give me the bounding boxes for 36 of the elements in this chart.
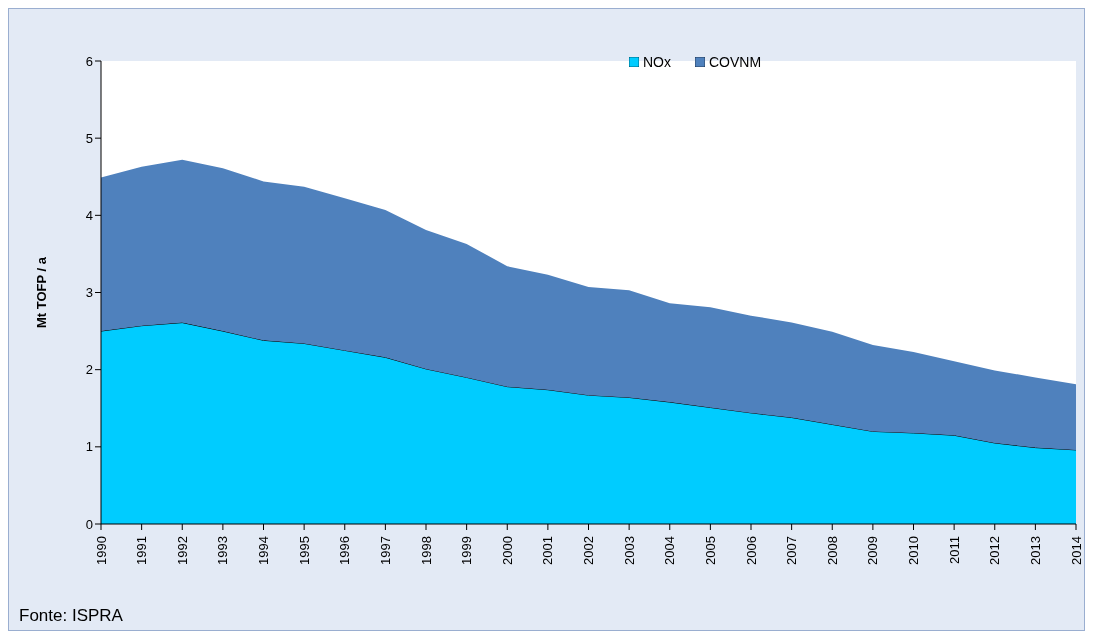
x-tick-label: 1995 bbox=[296, 536, 312, 565]
x-tick-label: 1997 bbox=[377, 536, 393, 565]
x-tick-label: 2008 bbox=[824, 536, 840, 565]
y-tick-label: 5 bbox=[85, 130, 93, 146]
source-note: Fonte: ISPRA bbox=[19, 606, 123, 626]
x-tick-label: 1998 bbox=[418, 536, 434, 565]
x-tick-label: 2001 bbox=[540, 536, 556, 565]
x-tick-label: 2014 bbox=[1068, 536, 1084, 565]
x-tick-label: 2002 bbox=[581, 536, 596, 565]
x-tick-label: 2003 bbox=[621, 536, 637, 565]
legend-label: COVNM bbox=[709, 54, 762, 70]
x-tick-label: 2005 bbox=[702, 536, 718, 565]
x-tick-label: 2000 bbox=[499, 536, 515, 565]
x-tick-label: 1996 bbox=[337, 536, 353, 565]
x-tick-label: 2010 bbox=[906, 536, 921, 565]
y-axis-title: Mt TOFP / a bbox=[33, 256, 49, 329]
legend-label: NOx bbox=[643, 54, 671, 70]
x-tick-label: 2007 bbox=[784, 536, 800, 565]
y-tick-label: 1 bbox=[85, 439, 93, 455]
x-tick-label: 1999 bbox=[459, 536, 475, 565]
x-tick-label: 1992 bbox=[174, 536, 190, 565]
x-tick-label: 1993 bbox=[215, 536, 231, 565]
x-tick-label: 1991 bbox=[134, 536, 150, 565]
y-tick-label: 0 bbox=[85, 516, 93, 532]
y-tick-label: 4 bbox=[85, 207, 93, 223]
x-tick-label: 2006 bbox=[743, 536, 759, 565]
x-tick-label: 2011 bbox=[946, 536, 962, 564]
y-tick-label: 3 bbox=[85, 285, 93, 301]
y-tick-label: 6 bbox=[85, 53, 93, 69]
x-tick-label: 2013 bbox=[1027, 536, 1043, 565]
y-tick-label: 2 bbox=[85, 362, 93, 378]
x-tick-label: 1994 bbox=[256, 536, 271, 565]
x-tick-label: 2009 bbox=[865, 536, 881, 565]
x-tick-label: 1990 bbox=[93, 536, 109, 565]
x-tick-label: 2012 bbox=[987, 536, 1003, 565]
x-tick-label: 2004 bbox=[662, 536, 678, 565]
